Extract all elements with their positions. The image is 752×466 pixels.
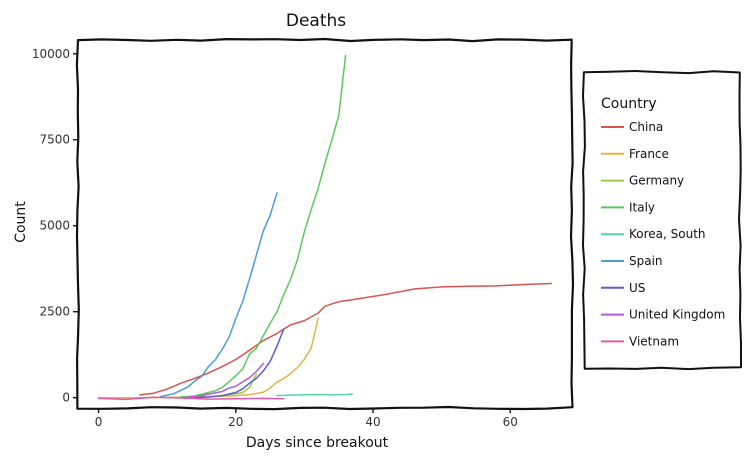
y-tick-label: 5000 bbox=[39, 219, 70, 233]
series-line-us bbox=[193, 328, 285, 399]
y-tick-label: 7500 bbox=[39, 133, 70, 147]
series-line-united-kingdom bbox=[180, 362, 265, 399]
legend-label: US bbox=[629, 281, 645, 295]
legend-label: China bbox=[629, 120, 663, 134]
series-line-spain bbox=[159, 192, 278, 398]
series-line-france bbox=[97, 317, 319, 399]
x-tick-label: 60 bbox=[503, 415, 518, 429]
legend-label: Spain bbox=[629, 254, 663, 268]
chart-title: Deaths bbox=[286, 11, 346, 31]
x-tick-label: 20 bbox=[228, 415, 243, 429]
legend: Country China France Germany Italy Korea, So… bbox=[582, 70, 742, 371]
series-line-korea-south bbox=[276, 393, 354, 397]
series-line-china bbox=[139, 282, 553, 396]
x-ticks: 0 20 40 60 bbox=[95, 408, 518, 429]
x-axis-label: Days since breakout bbox=[246, 435, 389, 451]
legend-frame bbox=[582, 70, 742, 371]
legend-label: Vietnam bbox=[629, 334, 679, 348]
y-ticks: 0 2500 5000 7500 10000 bbox=[32, 47, 78, 405]
legend-label: United Kingdom bbox=[629, 308, 725, 322]
series-line-italy bbox=[180, 54, 347, 398]
legend-label: Italy bbox=[629, 200, 655, 214]
y-axis-label: Count bbox=[13, 201, 29, 243]
x-tick-label: 40 bbox=[365, 415, 380, 429]
y-tick-label: 0 bbox=[62, 391, 70, 405]
y-tick-label: 10000 bbox=[32, 47, 70, 61]
plot-lines bbox=[97, 54, 553, 401]
series-line-vietnam bbox=[97, 396, 285, 401]
x-tick-label: 0 bbox=[95, 415, 103, 429]
legend-label: France bbox=[629, 147, 669, 161]
legend-label: Korea, South bbox=[629, 227, 706, 241]
legend-title: Country bbox=[601, 96, 657, 112]
sketch-layer bbox=[75, 37, 575, 411]
y-tick-label: 2500 bbox=[39, 305, 70, 319]
legend-label: Germany bbox=[629, 174, 684, 188]
legend-items: China France Germany Italy Korea, South Spain… bbox=[601, 120, 725, 348]
plot-frame bbox=[75, 37, 575, 411]
